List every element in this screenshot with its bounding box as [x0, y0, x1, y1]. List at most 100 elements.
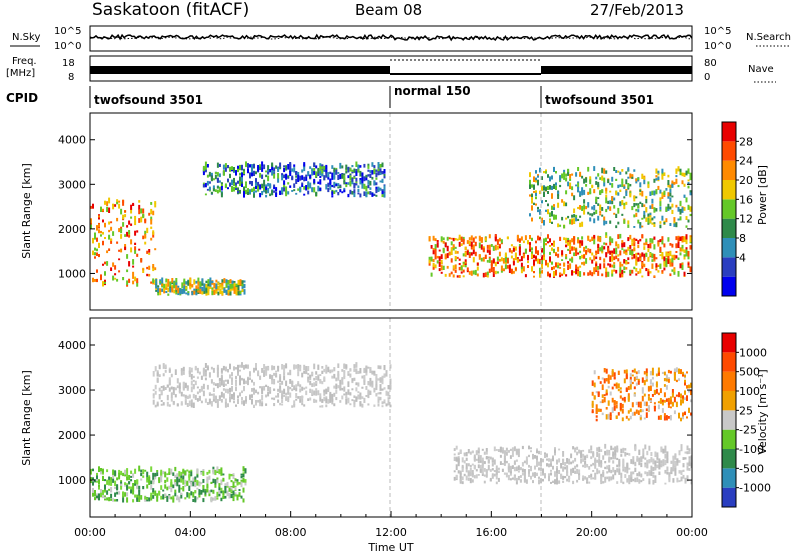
power-feature-2-cell	[325, 164, 328, 170]
power-feature-0-cell	[110, 226, 113, 231]
power-feature-0-cell	[150, 226, 153, 229]
power-feature-2-cell	[375, 194, 378, 197]
power-feature-4-cell	[629, 173, 632, 179]
power-feature-3-cell	[659, 239, 662, 243]
velocity-feature-3-cell	[609, 391, 612, 396]
velocity-feature-3-cell	[611, 397, 614, 403]
velocity-feature-1-cell	[162, 373, 165, 377]
velocity-feature-1-cell	[343, 393, 346, 396]
power-feature-3-cell	[452, 265, 455, 269]
power-feature-4-cell	[541, 176, 543, 180]
velocity-feature-0-cell	[214, 496, 217, 501]
power-feature-2-cell	[337, 172, 340, 174]
power-colorbar-label-4: 12	[739, 213, 753, 226]
velocity-feature-1-cell	[172, 401, 175, 404]
power-feature-2-cell	[263, 190, 266, 193]
velocity-heatmap-cells	[90, 362, 693, 503]
power-feature-2-cell	[359, 179, 362, 185]
power-feature-3-cell	[635, 252, 638, 256]
power-feature-0-cell	[150, 281, 153, 284]
velocity-feature-2-cell	[576, 479, 579, 483]
velocity-feature-0-cell	[130, 470, 133, 474]
power-feature-2-cell	[377, 171, 380, 174]
velocity-feature-3-cell	[690, 399, 692, 403]
power-feature-2-cell	[315, 165, 318, 169]
velocity-feature-1-cell	[355, 382, 358, 386]
power-feature-3-cell	[551, 266, 553, 271]
freq-bar-twofsound-2	[541, 66, 692, 74]
velocity-feature-0-cell	[214, 479, 217, 485]
power-feature-3-cell	[689, 237, 692, 243]
power-feature-4-cell	[541, 217, 543, 221]
velocity-feature-2-cell	[538, 467, 540, 471]
power-feature-2-cell	[233, 170, 235, 173]
power-feature-3-cell	[436, 255, 439, 259]
velocity-feature-1-cell	[253, 404, 255, 408]
power-feature-0-cell	[136, 230, 139, 233]
power-feature-1-cell	[219, 288, 222, 294]
velocity-feature-0-cell	[102, 495, 104, 499]
velocity-feature-0-cell	[98, 466, 100, 472]
velocity-feature-3-cell	[645, 401, 648, 407]
power-feature-4-cell	[679, 200, 682, 207]
velocity-feature-1-cell	[273, 372, 276, 376]
velocity-feature-1-cell	[160, 403, 163, 406]
power-feature-3-cell	[547, 271, 549, 277]
power-feature-2-cell	[363, 163, 366, 168]
power-feature-3-cell	[565, 274, 568, 277]
power-feature-4-cell	[537, 209, 539, 213]
power-feature-3-cell	[647, 244, 650, 249]
power-feature-2-cell	[218, 163, 221, 167]
power-feature-2-cell	[373, 193, 376, 196]
power-feature-0-cell	[122, 222, 125, 227]
velocity-feature-2-cell	[491, 468, 494, 471]
velocity-feature-0-cell	[108, 497, 111, 502]
velocity-feature-3-cell	[605, 389, 608, 395]
power-feature-0-cell	[112, 231, 115, 236]
power-feature-3-cell	[545, 243, 547, 246]
velocity-feature-0-cell	[176, 481, 179, 487]
velocity-feature-1-cell	[224, 383, 227, 386]
velocity-feature-2-cell	[650, 456, 653, 463]
velocity-feature-0-cell	[216, 471, 219, 473]
power-feature-4-cell	[577, 218, 580, 221]
power-feature-3-cell	[573, 246, 576, 251]
power-feature-2-cell	[369, 187, 372, 190]
velocity-feature-3-cell	[678, 414, 680, 419]
velocity-feature-1-cell	[365, 395, 368, 397]
power-feature-2-cell	[222, 170, 225, 176]
velocity-feature-2-cell	[507, 463, 510, 469]
velocity-feature-3-cell	[617, 370, 620, 375]
power-feature-1-cell	[197, 286, 200, 291]
power-feature-1-cell	[201, 278, 204, 284]
power-feature-4-cell	[657, 176, 660, 180]
velocity-feature-3-cell	[684, 397, 686, 401]
power-feature-4-cell	[677, 206, 680, 212]
power-feature-3-cell	[615, 247, 618, 253]
power-feature-3-cell	[452, 244, 455, 249]
power-feature-2-cell	[231, 166, 233, 170]
power-feature-2-cell	[283, 167, 286, 173]
power-feature-2-cell	[351, 169, 354, 172]
power-feature-2-cell	[329, 178, 332, 182]
power-feature-3-cell	[543, 256, 545, 261]
velocity-feature-2-cell	[596, 468, 599, 475]
power-feature-0-cell	[140, 216, 143, 223]
velocity-feature-2-cell	[560, 464, 563, 469]
power-feature-4-cell	[675, 168, 678, 174]
power-feature-3-cell	[512, 261, 515, 266]
power-feature-4-cell	[589, 213, 592, 216]
velocity-feature-1-cell	[233, 366, 235, 371]
power-feature-0-cell	[118, 200, 121, 203]
velocity-feature-2-cell	[590, 473, 593, 478]
power-feature-4-cell	[549, 212, 551, 218]
power-feature-1-cell	[157, 287, 160, 292]
power-feature-2-cell	[301, 169, 304, 173]
power-feature-4-cell	[579, 191, 582, 196]
power-feature-3-cell	[482, 257, 485, 262]
velocity-feature-0-cell	[182, 486, 185, 492]
velocity-feature-1-cell	[253, 388, 255, 391]
power-feature-4-cell	[541, 185, 543, 191]
velocity-feature-3-cell	[617, 388, 620, 392]
power-feature-2-cell	[287, 175, 290, 178]
